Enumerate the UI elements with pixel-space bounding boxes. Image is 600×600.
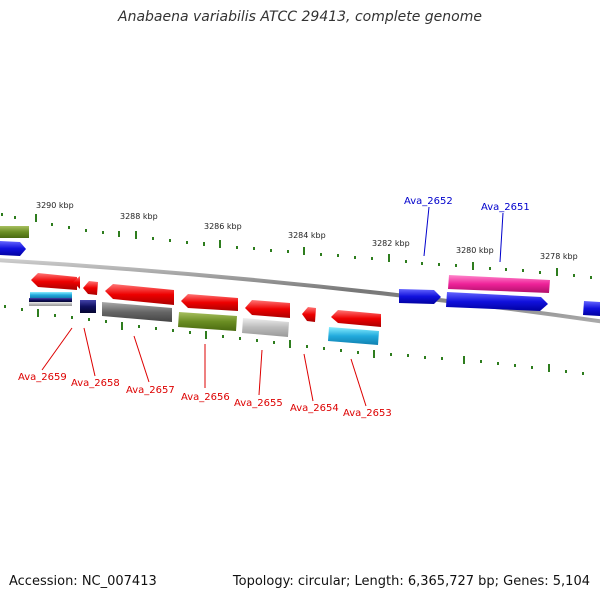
- gene-feature-blue: [0, 241, 26, 256]
- accession-text: Accession: NC_007413: [9, 574, 157, 589]
- gene-label: Ava_2654: [290, 403, 339, 414]
- gene-feature-ava-2657-red: [105, 284, 174, 305]
- gene-feature-ava-2658: [80, 300, 96, 313]
- label-leader: [423, 206, 430, 257]
- outer-tick-ring: [1, 213, 592, 279]
- gene-feature-red-small-2: [83, 281, 98, 295]
- gene-feature-ava-2651: [446, 292, 548, 311]
- scale-label: 3290 kbp: [36, 201, 74, 210]
- gene-feature-ava-2657-gray: [102, 302, 172, 322]
- gene-feature-ava-2655-red: [245, 300, 290, 318]
- gene-feature-ava-2656-olive: [178, 312, 237, 331]
- gene-label: Ava_2655: [234, 398, 283, 409]
- gene-feature-olive: [0, 226, 29, 238]
- gene-feature-ava-2656-red: [181, 294, 238, 311]
- gene-label: Ava_2656: [181, 392, 230, 403]
- label-leader: [41, 327, 73, 371]
- label-leader: [83, 327, 96, 377]
- gene-label: Ava_2657: [126, 385, 175, 396]
- gene-feature-ava-2654: [302, 307, 316, 322]
- gene-feature-ava-2659-navy: [29, 298, 72, 302]
- label-leader: [350, 358, 367, 407]
- scale-labels: 3290 kbp 3288 kbp 3286 kbp 3284 kbp 3282…: [36, 201, 578, 261]
- genome-title: Anabaena variabilis ATCC 29413, complete…: [118, 9, 482, 25]
- gene-feature-red-small: [73, 276, 80, 289]
- scale-label: 3284 kbp: [288, 231, 326, 240]
- bottom-gene-labels: Ava_2659 Ava_2658 Ava_2657 Ava_2656 Ava_…: [18, 327, 392, 419]
- gene-label: Ava_2659: [18, 372, 67, 383]
- reverse-strand-features: [29, 273, 381, 345]
- genome-summary-text: Topology: circular; Length: 6,365,727 bp…: [232, 574, 590, 589]
- gene-feature-ava-2659-cyan: [30, 292, 72, 298]
- scale-label: 3286 kbp: [204, 222, 242, 231]
- scale-label: 3288 kbp: [120, 212, 158, 221]
- gene-label: Ava_2651: [481, 202, 530, 213]
- gene-feature-ava-2652: [399, 289, 441, 304]
- scale-label: 3278 kbp: [540, 252, 578, 261]
- scale-label: 3282 kbp: [372, 239, 410, 248]
- gene-feature-ava-2659-red: [31, 273, 77, 290]
- top-gene-labels: Ava_2652 Ava_2651: [404, 196, 530, 263]
- gene-feature-ava-2653-red: [331, 310, 381, 327]
- forward-strand-features: [0, 226, 600, 316]
- gene-feature-ava-2655-lightgray: [242, 318, 289, 337]
- genome-backbone: [0, 258, 600, 324]
- gene-label: Ava_2658: [71, 378, 120, 389]
- gene-label: Ava_2653: [343, 408, 392, 419]
- gene-feature-magenta: [448, 275, 550, 293]
- label-leader: [499, 212, 504, 263]
- label-leader: [258, 349, 263, 396]
- gene-label: Ava_2652: [404, 196, 453, 207]
- gene-feature-blue-edge: [583, 301, 600, 316]
- inner-tick-ring: [4, 305, 584, 375]
- gene-feature-ava-2653-cyan: [328, 327, 379, 345]
- label-leader: [133, 335, 150, 383]
- label-leader: [303, 353, 314, 402]
- gene-feature-ava-2659-lightgray: [29, 302, 72, 306]
- scale-label: 3280 kbp: [456, 246, 494, 255]
